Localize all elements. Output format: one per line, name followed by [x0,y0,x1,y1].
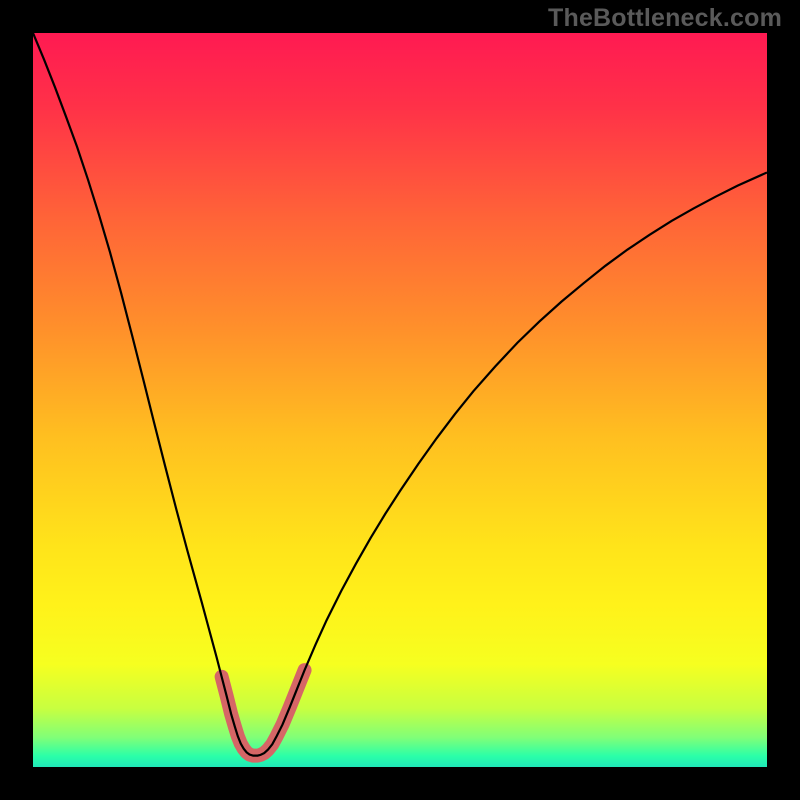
chart-svg [33,33,767,767]
watermark-text: TheBottleneck.com [548,4,782,33]
plot-background [33,33,767,767]
plot-area [33,33,767,767]
